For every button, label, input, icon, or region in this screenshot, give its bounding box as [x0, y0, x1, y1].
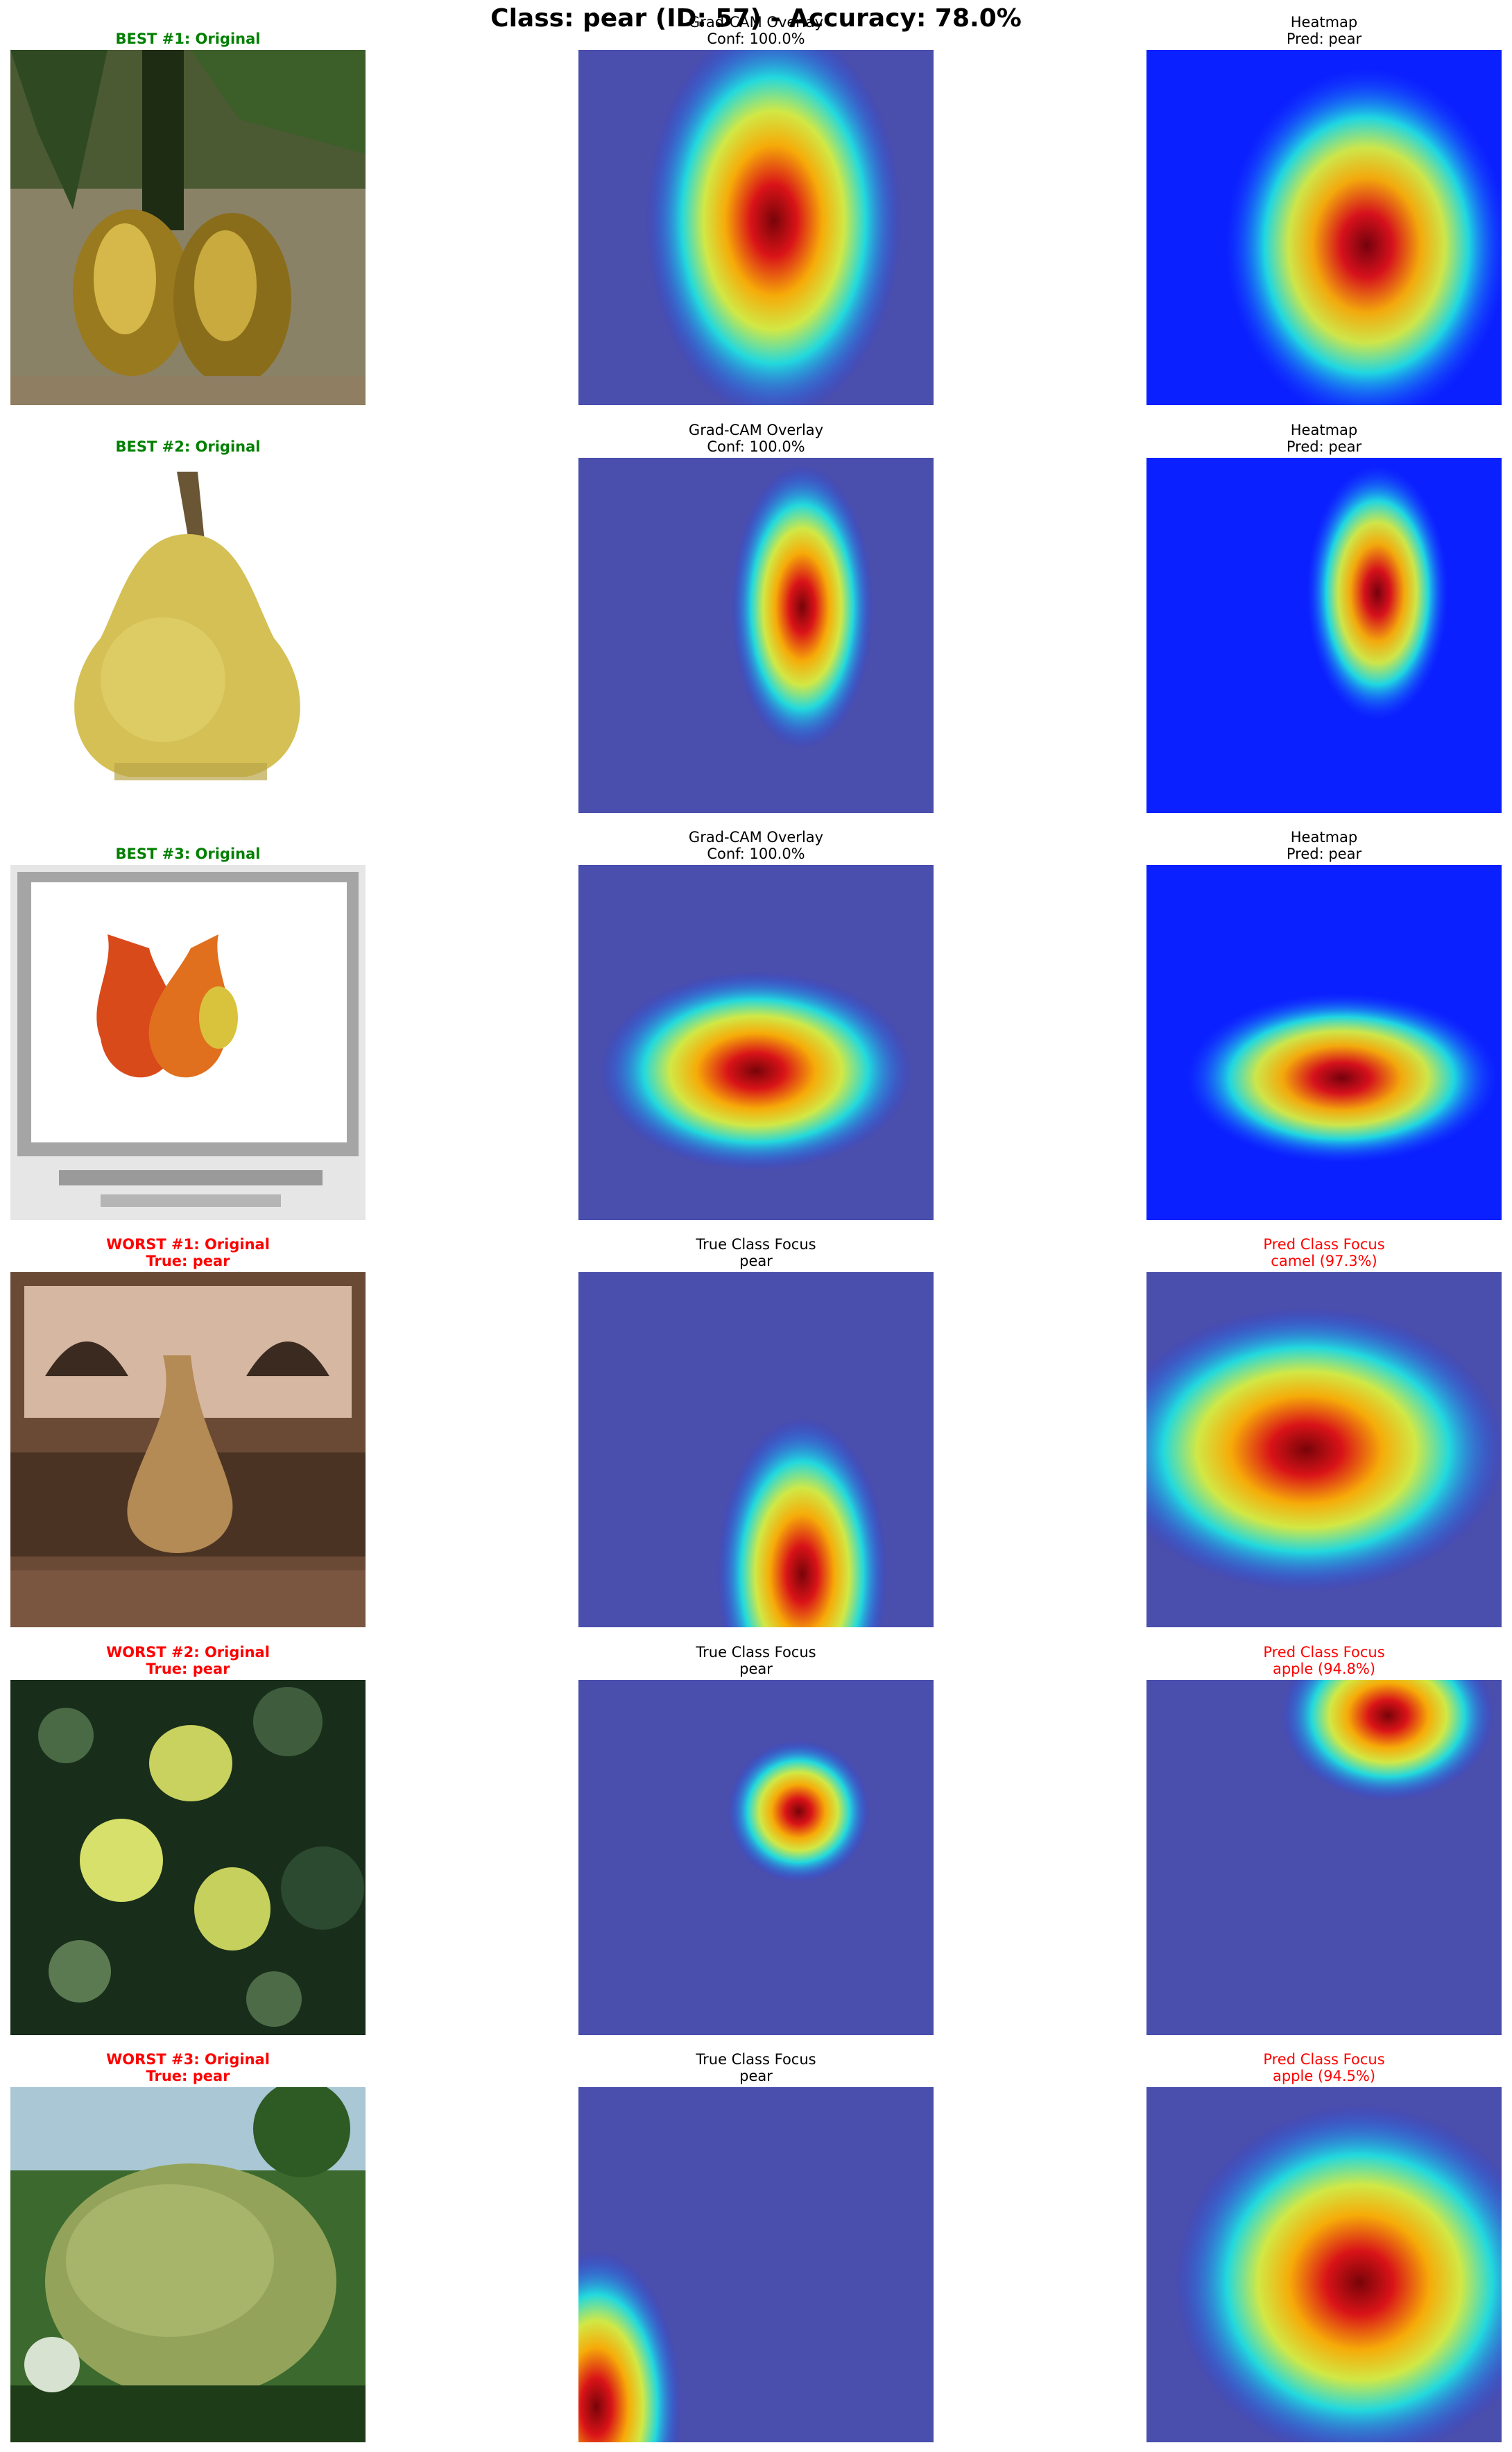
- gradcam-overlay-image: [578, 458, 934, 813]
- panel-caption-r3-c2: Grad-CAM Overlay Conf: 100.0%: [548, 829, 964, 862]
- caption-line2: camel (97.3%): [1271, 1253, 1377, 1269]
- figure-title: Class: pear (ID: 57) - Accuracy: 78.0%: [490, 4, 1022, 33]
- caption-line1: Heatmap: [1290, 422, 1358, 438]
- framed-pears-photo-image: [10, 865, 366, 1220]
- caption-line1: WORST #1: Original: [106, 1236, 270, 1253]
- caption-line1: Heatmap: [1290, 14, 1358, 31]
- panel-caption-r6-c3: Pred Class Focus apple (94.5%): [1116, 2051, 1512, 2084]
- gradcam-overlay-image: [578, 865, 934, 1220]
- caption-line2: pear: [739, 2068, 773, 2084]
- panel-caption-r1-c3: Heatmap Pred: pear: [1116, 14, 1512, 47]
- caption-line1: Grad-CAM Overlay: [688, 422, 824, 438]
- caption-line2: apple (94.8%): [1272, 1661, 1376, 1677]
- panel-caption-r3-c1: BEST #3: Original: [0, 846, 396, 862]
- caption-line1: BEST #2: Original: [115, 438, 261, 455]
- panel-caption-r2-c1: BEST #2: Original: [0, 438, 396, 455]
- caption-line2: True: pear: [146, 1661, 230, 1677]
- true-class-overlay-image: [578, 2087, 934, 2442]
- caption-line1: True Class Focus: [696, 2051, 816, 2068]
- pear-pair-photo-image: [10, 50, 366, 405]
- caption-line2: Pred: pear: [1286, 846, 1362, 862]
- pred-class-overlay-image: [1146, 1272, 1502, 1627]
- pred-class-overlay-image: [1146, 2087, 1502, 2442]
- caption-line2: pear: [739, 1661, 773, 1677]
- caption-line1: WORST #3: Original: [106, 2051, 270, 2068]
- caption-line1: BEST #1: Original: [115, 31, 261, 47]
- heatmap-image: [1146, 865, 1502, 1220]
- caption-line1: Heatmap: [1290, 829, 1358, 846]
- caption-line2: Conf: 100.0%: [707, 438, 805, 455]
- caption-line2: True: pear: [146, 2068, 230, 2084]
- heatmap-image: [1146, 50, 1502, 405]
- caption-line1: BEST #3: Original: [115, 846, 261, 862]
- caption-line2: Conf: 100.0%: [707, 846, 805, 862]
- panel-caption-r6-c2: True Class Focus pear: [548, 2051, 964, 2084]
- panel-caption-r2-c2: Grad-CAM Overlay Conf: 100.0%: [548, 422, 964, 455]
- caption-line1: Grad-CAM Overlay: [688, 14, 824, 31]
- caption-line2: apple (94.5%): [1272, 2068, 1376, 2084]
- panel-caption-r4-c1: WORST #1: Original True: pear: [0, 1236, 396, 1269]
- caption-line1: WORST #2: Original: [106, 1644, 270, 1661]
- caption-line2: Conf: 100.0%: [707, 31, 805, 47]
- tree-pears-photo-image: [10, 1680, 366, 2035]
- gradcam-overlay-image: [578, 50, 934, 405]
- pred-class-overlay-image: [1146, 1680, 1502, 2035]
- caption-line1: True Class Focus: [696, 1644, 816, 1661]
- panel-caption-r1-c2: Grad-CAM Overlay Conf: 100.0%: [548, 14, 964, 47]
- caption-line1: Pred Class Focus: [1263, 1644, 1385, 1661]
- caption-line1: Pred Class Focus: [1263, 2051, 1385, 2068]
- panel-caption-r5-c1: WORST #2: Original True: pear: [0, 1644, 396, 1677]
- panel-caption-r2-c3: Heatmap Pred: pear: [1116, 422, 1512, 455]
- true-class-overlay-image: [578, 1680, 934, 2035]
- caption-line2: Pred: pear: [1286, 438, 1362, 455]
- panel-caption-r4-c2: True Class Focus pear: [548, 1236, 964, 1269]
- caption-line2: True: pear: [146, 1253, 230, 1269]
- caption-line2: pear: [739, 1253, 773, 1269]
- caption-line2: Pred: pear: [1286, 31, 1362, 47]
- caption-line1: Grad-CAM Overlay: [688, 829, 824, 846]
- brown-scene-photo-image: [10, 1272, 366, 1627]
- panel-caption-r3-c3: Heatmap Pred: pear: [1116, 829, 1512, 862]
- panel-caption-r1-c1: BEST #1: Original: [0, 31, 396, 47]
- panel-caption-r5-c3: Pred Class Focus apple (94.8%): [1116, 1644, 1512, 1677]
- true-class-overlay-image: [578, 1272, 934, 1627]
- caption-line1: Pred Class Focus: [1263, 1236, 1385, 1253]
- heatmap-image: [1146, 458, 1502, 813]
- panel-caption-r6-c1: WORST #3: Original True: pear: [0, 2051, 396, 2084]
- panel-caption-r5-c2: True Class Focus pear: [548, 1644, 964, 1677]
- caption-line1: True Class Focus: [696, 1236, 816, 1253]
- single-pear-photo-image: [10, 458, 366, 813]
- panel-caption-r4-c3: Pred Class Focus camel (97.3%): [1116, 1236, 1512, 1269]
- green-pear-photo-image: [10, 2087, 366, 2442]
